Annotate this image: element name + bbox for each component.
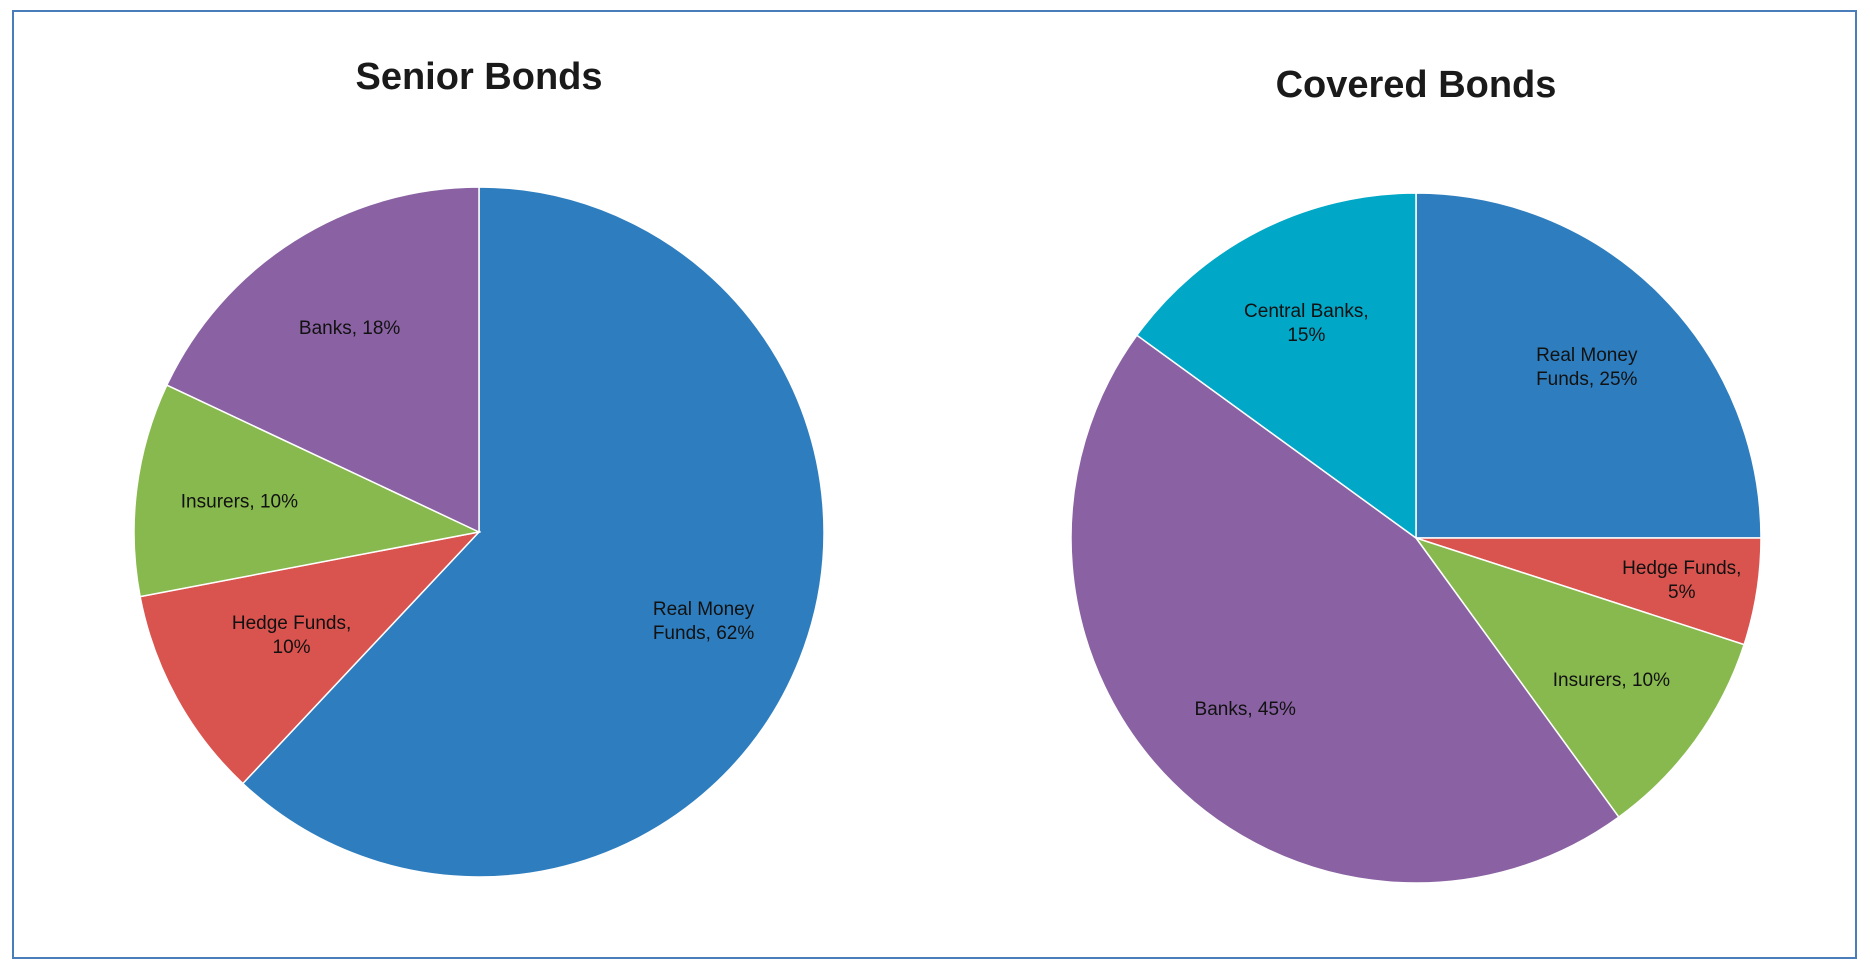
- pie-slice-hedge-funds: [139, 530, 482, 785]
- covered-bonds-title: Covered Bonds: [1276, 64, 1557, 106]
- pie-slice-banks: [165, 186, 480, 534]
- pie-charts-canvas: Senior Bonds Real Money Funds, 62% Hedge F…: [133, 56, 1762, 884]
- data-label-banks: Banks, 18%: [299, 318, 400, 339]
- pie-slice-central-banks: [1135, 192, 1417, 540]
- data-label-real-money-funds: Real Money Funds, 62%: [653, 599, 755, 644]
- data-label-banks: Banks, 45%: [1195, 699, 1296, 720]
- pie-slice-real-money-funds: [241, 186, 825, 878]
- pie-slice-insurers: [133, 384, 482, 598]
- pie-slice-banks: [1070, 334, 1620, 884]
- data-label-real-money-funds: Real Money Funds, 25%: [1536, 345, 1638, 390]
- data-label-hedge-funds: Hedge Funds, 10%: [232, 613, 351, 658]
- chart-frame: Senior Bonds Real Money Funds, 62% Hedge F…: [12, 10, 1857, 959]
- data-label-hedge-funds: Hedge Funds, 5%: [1622, 558, 1741, 603]
- data-label-insurers: Insurers, 10%: [181, 492, 298, 513]
- senior-bonds-title: Senior Bonds: [355, 56, 602, 98]
- pie-slice-insurers: [1414, 536, 1746, 819]
- senior-bonds-pie-chart: Senior Bonds Real Money Funds, 62% Hedge F…: [133, 56, 825, 878]
- data-label-central-banks: Central Banks, 15%: [1244, 301, 1369, 346]
- covered-bonds-pie-chart: Covered Bonds Real Money Funds, 25% Hedge …: [1070, 64, 1762, 884]
- pie-slice-real-money-funds: [1415, 192, 1762, 539]
- data-label-insurers: Insurers, 10%: [1553, 670, 1670, 691]
